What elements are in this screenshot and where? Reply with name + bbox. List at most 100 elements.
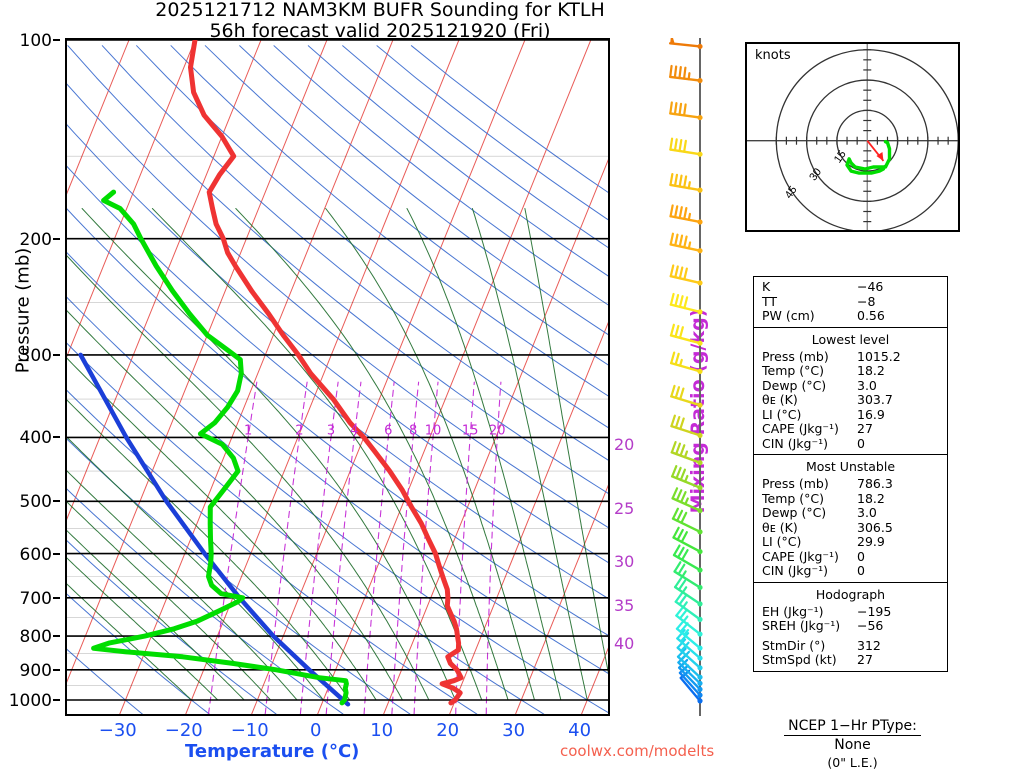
stat-row: CAPE (Jkg⁻¹) 0 bbox=[754, 548, 947, 565]
mixing-ratio-tick-label: 25 bbox=[614, 499, 635, 519]
stat-row: θᴇ (K) 306.5 bbox=[754, 519, 947, 536]
hodograph-panel[interactable]: 15 30 45 knots bbox=[745, 42, 960, 233]
stats-panel: K −46 TT −8 PW (cm) 0.56 Lowest level Pr… bbox=[753, 276, 948, 672]
pressure-tick-mark bbox=[53, 635, 60, 638]
stat-value: 0 bbox=[857, 435, 865, 451]
stat-key: Dewp (°C) bbox=[762, 505, 827, 520]
mixing-ratio-line-label: 6 bbox=[384, 423, 393, 439]
skewt-plot-area[interactable]: 1 2 3 4 6 8 10 15 20 bbox=[65, 38, 610, 716]
stat-value: 27 bbox=[857, 652, 873, 667]
stat-value: −195 bbox=[857, 603, 892, 619]
mixing-ratio-line-label: 4 bbox=[350, 423, 359, 439]
stat-value: 3.0 bbox=[857, 377, 877, 393]
svg-text:45: 45 bbox=[783, 184, 800, 201]
ptype-heading-wrap: NCEP 1−Hr PType: bbox=[745, 718, 960, 736]
temperature-axis-label: Temperature (°C) bbox=[185, 741, 360, 762]
stat-value: 1015.2 bbox=[857, 348, 901, 364]
pressure-tick-mark bbox=[53, 436, 60, 439]
stat-row: StmDir (°) 312 bbox=[754, 637, 947, 654]
pressure-tick-label: 600 bbox=[19, 544, 52, 565]
pressure-axis: 100 200 300 400 500 600 700 800 900 1000 bbox=[0, 31, 60, 716]
stat-value: 18.2 bbox=[857, 490, 885, 506]
stat-value: 786.3 bbox=[857, 476, 893, 491]
stat-key: PW (cm) bbox=[762, 308, 815, 323]
stat-key: LI (°C) bbox=[762, 534, 802, 549]
pressure-tick-label: 700 bbox=[19, 588, 52, 609]
stat-row: PW (cm) 0.56 bbox=[754, 308, 947, 324]
pressure-tick-mark bbox=[53, 699, 60, 701]
mixing-ratio-line-label: 1 bbox=[243, 423, 253, 439]
hodograph-units-label: knots bbox=[755, 48, 791, 63]
ptype-heading: NCEP 1−Hr PType: bbox=[784, 718, 921, 736]
temperature-tick-label: 30 bbox=[502, 720, 526, 741]
temperature-axis: −30 −20 −10 0 10 20 30 40 bbox=[65, 718, 610, 742]
mixing-ratio-line-label: 2 bbox=[295, 423, 304, 439]
stat-key: Press (mb) bbox=[762, 476, 829, 491]
stat-key: θᴇ (K) bbox=[762, 392, 798, 407]
svg-text:15: 15 bbox=[832, 148, 849, 165]
pressure-tick-mark bbox=[53, 353, 60, 356]
stat-value: 16.9 bbox=[857, 406, 885, 422]
stats-hodograph-box: Hodograph EH (Jkg⁻¹) −195 SREH (Jkg⁻¹) −… bbox=[753, 581, 948, 672]
stat-value: 312 bbox=[857, 637, 881, 653]
stat-key: SREH (Jkg⁻¹) bbox=[762, 618, 841, 633]
stat-row: K −46 bbox=[754, 279, 947, 295]
stat-value: 0 bbox=[857, 548, 865, 564]
stat-value: 306.5 bbox=[857, 519, 893, 535]
stat-value: 0.56 bbox=[857, 308, 885, 323]
mixing-ratio-line-label: 3 bbox=[326, 423, 336, 439]
stats-most-unstable-heading: Most Unstable bbox=[805, 459, 896, 474]
mixing-ratio-tick-label: 35 bbox=[614, 595, 635, 615]
pressure-axis-label: Pressure (mb) bbox=[12, 247, 34, 374]
stat-row: Press (mb) 786.3 bbox=[754, 476, 947, 492]
ptype-panel: NCEP 1−Hr PType: None (0" L.E.) bbox=[745, 718, 960, 770]
stat-value: 27 bbox=[857, 421, 873, 436]
mixing-ratio-line-label: 15 bbox=[461, 423, 479, 439]
temperature-tick-label: 0 bbox=[309, 720, 322, 741]
pressure-tick-label: 400 bbox=[19, 428, 52, 449]
wind-barb-canvas bbox=[668, 32, 703, 716]
temperature-tick-label: −10 bbox=[230, 720, 269, 741]
stat-row: CIN (Jkg⁻¹) 0 bbox=[754, 435, 947, 452]
mixing-ratio-tick-label: 40 bbox=[614, 634, 635, 654]
temperature-tick-label: 20 bbox=[436, 720, 460, 741]
stat-row: LI (°C) 16.9 bbox=[754, 406, 947, 423]
mixing-ratio-line-label: 8 bbox=[409, 423, 418, 439]
stat-row: Temp (°C) 18.2 bbox=[754, 363, 947, 379]
title-line-2: 56h forecast valid 2025121920 (Fri) bbox=[209, 20, 551, 42]
stat-value: 18.2 bbox=[857, 363, 885, 378]
stat-key: StmSpd (kt) bbox=[762, 652, 837, 667]
stat-row: StmSpd (kt) 27 bbox=[754, 652, 947, 668]
stat-row: Temp (°C) 18.2 bbox=[754, 490, 947, 507]
temperature-tick-label: −20 bbox=[164, 720, 203, 741]
stat-value: −8 bbox=[857, 293, 876, 309]
mixing-ratio-tick-label: 20 bbox=[614, 435, 635, 455]
stat-row: CIN (Jkg⁻¹) 0 bbox=[754, 563, 947, 579]
stat-row: CAPE (Jkg⁻¹) 27 bbox=[754, 421, 947, 437]
stat-key: θᴇ (K) bbox=[762, 519, 798, 535]
pressure-tick-mark bbox=[53, 237, 60, 240]
pressure-tick-label: 200 bbox=[19, 229, 52, 250]
stat-row: Dewp (°C) 3.0 bbox=[754, 505, 947, 521]
hodograph-canvas: 15 30 45 bbox=[747, 44, 959, 233]
stat-key: Temp (°C) bbox=[762, 490, 825, 506]
pressure-tick-label: 800 bbox=[19, 627, 52, 648]
temperature-tick-label: 40 bbox=[568, 720, 592, 741]
pressure-tick-label: 500 bbox=[19, 492, 52, 513]
stat-value: 29.9 bbox=[857, 534, 885, 549]
stat-key: TT bbox=[762, 293, 778, 309]
mixing-ratio-axis: 20 25 30 35 40 bbox=[608, 38, 658, 716]
stat-row: EH (Jkg⁻¹) −195 bbox=[754, 603, 947, 620]
stat-key: Temp (°C) bbox=[762, 363, 825, 378]
stat-value: 3.0 bbox=[857, 505, 877, 520]
stat-key: K bbox=[762, 279, 771, 294]
pressure-tick-mark bbox=[53, 500, 60, 503]
temperature-tick-label: 10 bbox=[370, 720, 394, 741]
stats-hodograph-heading: Hodograph bbox=[815, 586, 886, 602]
pressure-tick-mark bbox=[53, 552, 60, 555]
pressure-tick-label: 300 bbox=[19, 345, 52, 366]
stat-value: 0 bbox=[857, 563, 865, 578]
stat-key: CIN (Jkg⁻¹) bbox=[762, 435, 828, 451]
mixing-ratio-tick-label: 30 bbox=[614, 551, 635, 571]
stats-lowest-level-heading: Lowest level bbox=[811, 331, 890, 347]
